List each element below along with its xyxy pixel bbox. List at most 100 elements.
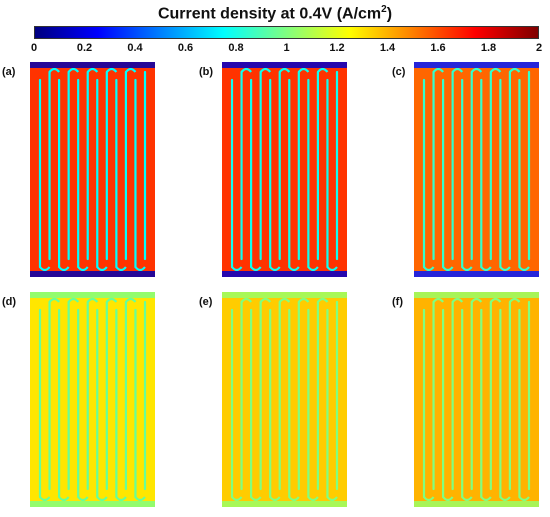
- colorbar-tick-label: 1: [283, 42, 290, 54]
- channel-turn: [278, 297, 291, 303]
- channel-turn: [231, 266, 243, 272]
- channel-turn: [269, 496, 281, 502]
- edge-zone-bottom: [222, 271, 347, 277]
- edge-zone-top: [222, 62, 347, 68]
- colorbar-tick-label: 0.2: [76, 42, 93, 54]
- panel-label: (f): [392, 296, 403, 308]
- channel-turn: [67, 297, 80, 303]
- channel-turn: [96, 496, 108, 502]
- panel-label: (d): [2, 296, 17, 308]
- channel-turn: [297, 297, 310, 303]
- edge-zone-bottom: [30, 501, 155, 507]
- channel-turn: [499, 496, 511, 502]
- heatmap-panel: [30, 62, 155, 277]
- channel-turn: [288, 266, 300, 272]
- channel-turn: [489, 67, 502, 73]
- channel-turn: [86, 297, 99, 303]
- channel-turn: [307, 496, 319, 502]
- panel-background: [414, 62, 539, 277]
- colorbar-tick-label: 0.6: [177, 42, 194, 54]
- edge-zone-bottom: [414, 501, 539, 507]
- channel-turn: [432, 297, 444, 303]
- heatmap-panel: [222, 62, 347, 277]
- heatmap-panel: [30, 292, 155, 507]
- channel-turn: [67, 67, 80, 73]
- chart-title: Current density at 0.4V (A/cm2): [157, 4, 393, 23]
- channel-turn: [240, 297, 252, 303]
- channel-turn: [125, 297, 137, 303]
- edge-zone-top: [414, 62, 539, 68]
- channel-turn: [423, 266, 435, 272]
- channel-turn: [250, 496, 262, 502]
- channel-turn: [125, 67, 137, 73]
- channel-turn: [115, 496, 127, 502]
- channel-turn: [39, 266, 51, 272]
- channel-turn: [489, 297, 502, 303]
- channel-turn: [518, 496, 530, 502]
- channel-turn: [58, 496, 70, 502]
- channel-turn: [48, 297, 60, 303]
- channel-turn: [480, 266, 492, 272]
- channel-turn: [269, 266, 281, 272]
- channel-turn: [288, 496, 300, 502]
- channel-turn: [39, 496, 51, 502]
- colorbar-tick-label: 1.8: [480, 42, 497, 54]
- channel-turn: [297, 67, 310, 73]
- edge-zone-top: [30, 292, 155, 298]
- heatmap-panel: [222, 292, 347, 507]
- channel-turn: [509, 297, 521, 303]
- channel-turn: [326, 266, 338, 272]
- colorbar-tick-label: 1.2: [329, 42, 345, 54]
- channel-turn: [317, 67, 329, 73]
- channel-turn: [518, 266, 530, 272]
- panel-background: [222, 62, 347, 277]
- channel-turn: [48, 67, 60, 73]
- channel-turn: [96, 266, 108, 272]
- colorbar-tick-label: 0: [30, 42, 38, 54]
- colorbar-tick-label: 1.6: [430, 42, 446, 54]
- channel-turn: [250, 266, 262, 272]
- edge-zone-bottom: [30, 271, 155, 277]
- edge-zone-bottom: [222, 501, 347, 507]
- channel-turn: [451, 67, 464, 73]
- channel-turn: [86, 67, 99, 73]
- channel-turn: [432, 67, 444, 73]
- heatmap-panel: [414, 292, 539, 507]
- channel-turn: [451, 297, 464, 303]
- channel-turn: [307, 266, 319, 272]
- channel-turn: [231, 496, 243, 502]
- colorbar: [34, 26, 539, 39]
- panel-label: (c): [392, 66, 406, 78]
- channel-turn: [77, 496, 89, 502]
- channel-turn: [470, 297, 483, 303]
- colorbar-tick-label: 2: [535, 42, 543, 54]
- panel-background: [30, 62, 155, 277]
- channel-turn: [461, 266, 473, 272]
- edge-zone-bottom: [414, 271, 539, 277]
- heatmap-panel: [414, 62, 539, 277]
- channel-turn: [77, 266, 89, 272]
- channel-turn: [259, 67, 272, 73]
- colorbar-tick-label: 0.4: [127, 42, 143, 54]
- channel-turn: [105, 297, 118, 303]
- channel-turn: [105, 67, 118, 73]
- channel-turn: [134, 266, 146, 272]
- panel-label: (a): [2, 66, 16, 78]
- edge-zone-top: [414, 292, 539, 298]
- channel-turn: [58, 266, 70, 272]
- channel-turn: [134, 496, 146, 502]
- channel-turn: [461, 496, 473, 502]
- panel-label: (e): [199, 296, 213, 308]
- panel-label: (b): [199, 66, 214, 78]
- edge-zone-top: [222, 292, 347, 298]
- channel-turn: [423, 496, 435, 502]
- channel-turn: [442, 496, 454, 502]
- channel-turn: [480, 496, 492, 502]
- channel-turn: [259, 297, 272, 303]
- channel-turn: [115, 266, 127, 272]
- channel-turn: [499, 266, 511, 272]
- panel-background: [30, 292, 155, 507]
- channel-turn: [317, 297, 329, 303]
- panel-background: [222, 292, 347, 507]
- channel-turn: [240, 67, 252, 73]
